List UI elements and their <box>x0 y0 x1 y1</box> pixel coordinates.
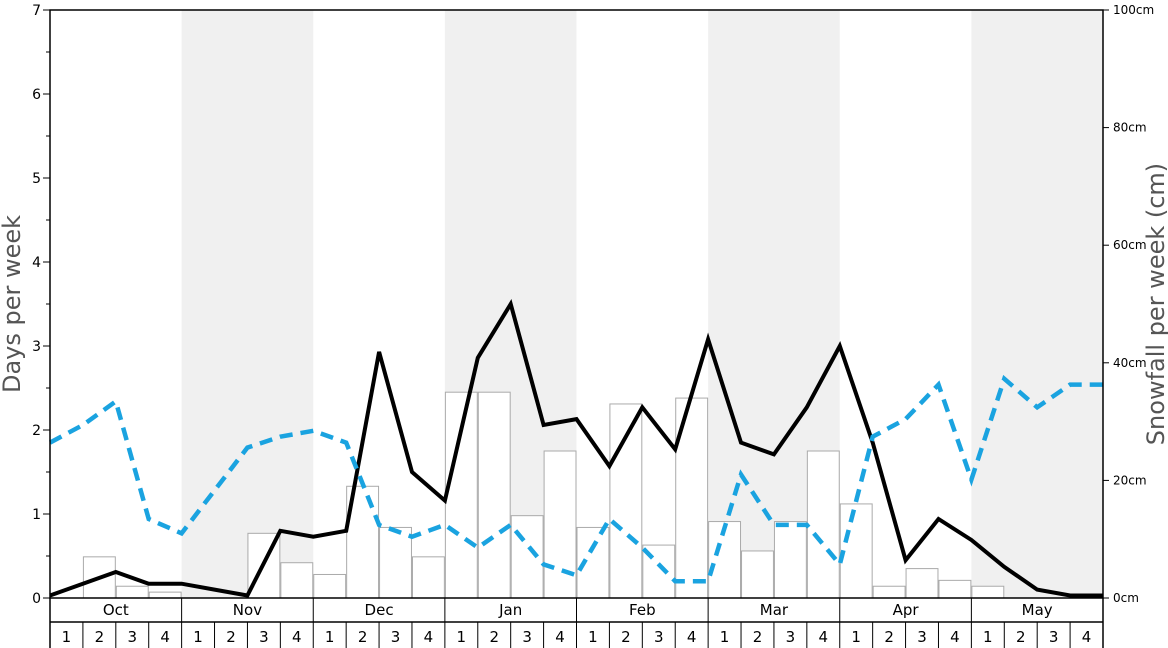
solid-series-line <box>49 299 1103 598</box>
month-label: Jan <box>498 601 522 619</box>
snowfall-bar <box>872 585 906 599</box>
snowfall-bar <box>411 556 445 599</box>
week-label: 1 <box>457 628 467 646</box>
week-label: 1 <box>983 628 993 646</box>
week-label: 1 <box>325 628 335 646</box>
snowfall-bar <box>971 585 1005 599</box>
snowfall-bar <box>806 450 840 599</box>
month-label: May <box>1022 601 1053 619</box>
snowfall-bar <box>280 562 314 599</box>
week-label: 3 <box>1049 628 1059 646</box>
week-label: 2 <box>95 628 105 646</box>
week-label: 3 <box>522 628 532 646</box>
snowfall-bar <box>741 550 774 599</box>
week-label: 4 <box>687 628 697 646</box>
right-tick-label: 0cm <box>1113 591 1139 605</box>
month-label: Feb <box>629 601 656 619</box>
week-label: 4 <box>292 628 302 646</box>
week-label: 2 <box>226 628 236 646</box>
month-shade-may <box>971 10 1103 598</box>
week-label: 3 <box>259 628 269 646</box>
left-axis: 0 1 2 3 4 5 6 7 <box>32 3 50 607</box>
left-axis-title: Days per week <box>0 215 26 393</box>
snowfall-bar <box>543 450 577 599</box>
left-tick-label: 6 <box>32 87 41 103</box>
right-axis-title: Snowfall per week (cm) <box>1142 163 1168 445</box>
month-label: Apr <box>893 601 920 619</box>
dashed-series-line <box>48 374 1103 584</box>
x-axis: Oct 1 2 3 4 Nov 1 2 3 4 Dec 1 2 3 4 Jan 1 2 3 4 Feb 1 2 3 4 Mar 1 2… <box>49 598 1104 648</box>
left-tick-label: 2 <box>32 423 41 439</box>
week-label: 3 <box>654 628 664 646</box>
week-label: 1 <box>62 628 72 646</box>
left-tick-label: 7 <box>32 3 41 19</box>
snowfall-bar <box>477 391 511 599</box>
snowfall-bar <box>379 526 412 599</box>
week-label: 3 <box>917 628 927 646</box>
week-label: 4 <box>1082 628 1092 646</box>
week-label: 2 <box>1016 628 1026 646</box>
month-label: Oct <box>103 601 129 619</box>
week-label: 3 <box>127 628 137 646</box>
week-label: 4 <box>950 628 960 646</box>
right-axis: 0cm 20cm 40cm 60cm 80cm 100cm <box>1103 3 1154 605</box>
snowfall-bar <box>938 579 972 599</box>
week-label: 2 <box>358 628 368 646</box>
week-label: 4 <box>555 628 565 646</box>
right-tick-label: 60cm <box>1113 238 1147 252</box>
left-tick-label: 0 <box>32 591 41 607</box>
snowfall-bar <box>115 585 149 599</box>
week-label: 4 <box>819 628 829 646</box>
right-tick-label: 20cm <box>1113 473 1147 487</box>
right-tick-label: 80cm <box>1113 121 1147 135</box>
right-tick-label: 100cm <box>1113 3 1154 17</box>
month-label: Nov <box>233 601 262 619</box>
week-label: 1 <box>588 628 598 646</box>
week-label: 4 <box>424 628 434 646</box>
left-tick-label: 3 <box>32 339 41 355</box>
week-label: 1 <box>193 628 203 646</box>
week-label: 2 <box>489 628 499 646</box>
month-shade-nov <box>181 10 314 598</box>
snowfall-bar <box>905 568 939 599</box>
month-label: Dec <box>365 601 394 619</box>
week-label: 3 <box>391 628 401 646</box>
left-tick-label: 1 <box>32 507 41 523</box>
left-tick-label: 4 <box>32 255 41 271</box>
snowfall-bar <box>313 573 347 599</box>
month-label: Mar <box>760 601 789 619</box>
left-tick-label: 5 <box>32 171 41 187</box>
snowfall-bar <box>148 591 182 599</box>
week-label: 2 <box>621 628 631 646</box>
right-tick-label: 40cm <box>1113 356 1147 370</box>
snowfall-bar <box>773 521 807 599</box>
snowfall-bar <box>576 526 610 599</box>
week-label: 1 <box>720 628 730 646</box>
week-label: 3 <box>786 628 796 646</box>
week-label: 1 <box>851 628 861 646</box>
week-label: 4 <box>160 628 170 646</box>
series-lines <box>48 299 1103 598</box>
snowfall-bar <box>510 515 544 599</box>
week-label: 2 <box>884 628 894 646</box>
week-label: 2 <box>753 628 763 646</box>
